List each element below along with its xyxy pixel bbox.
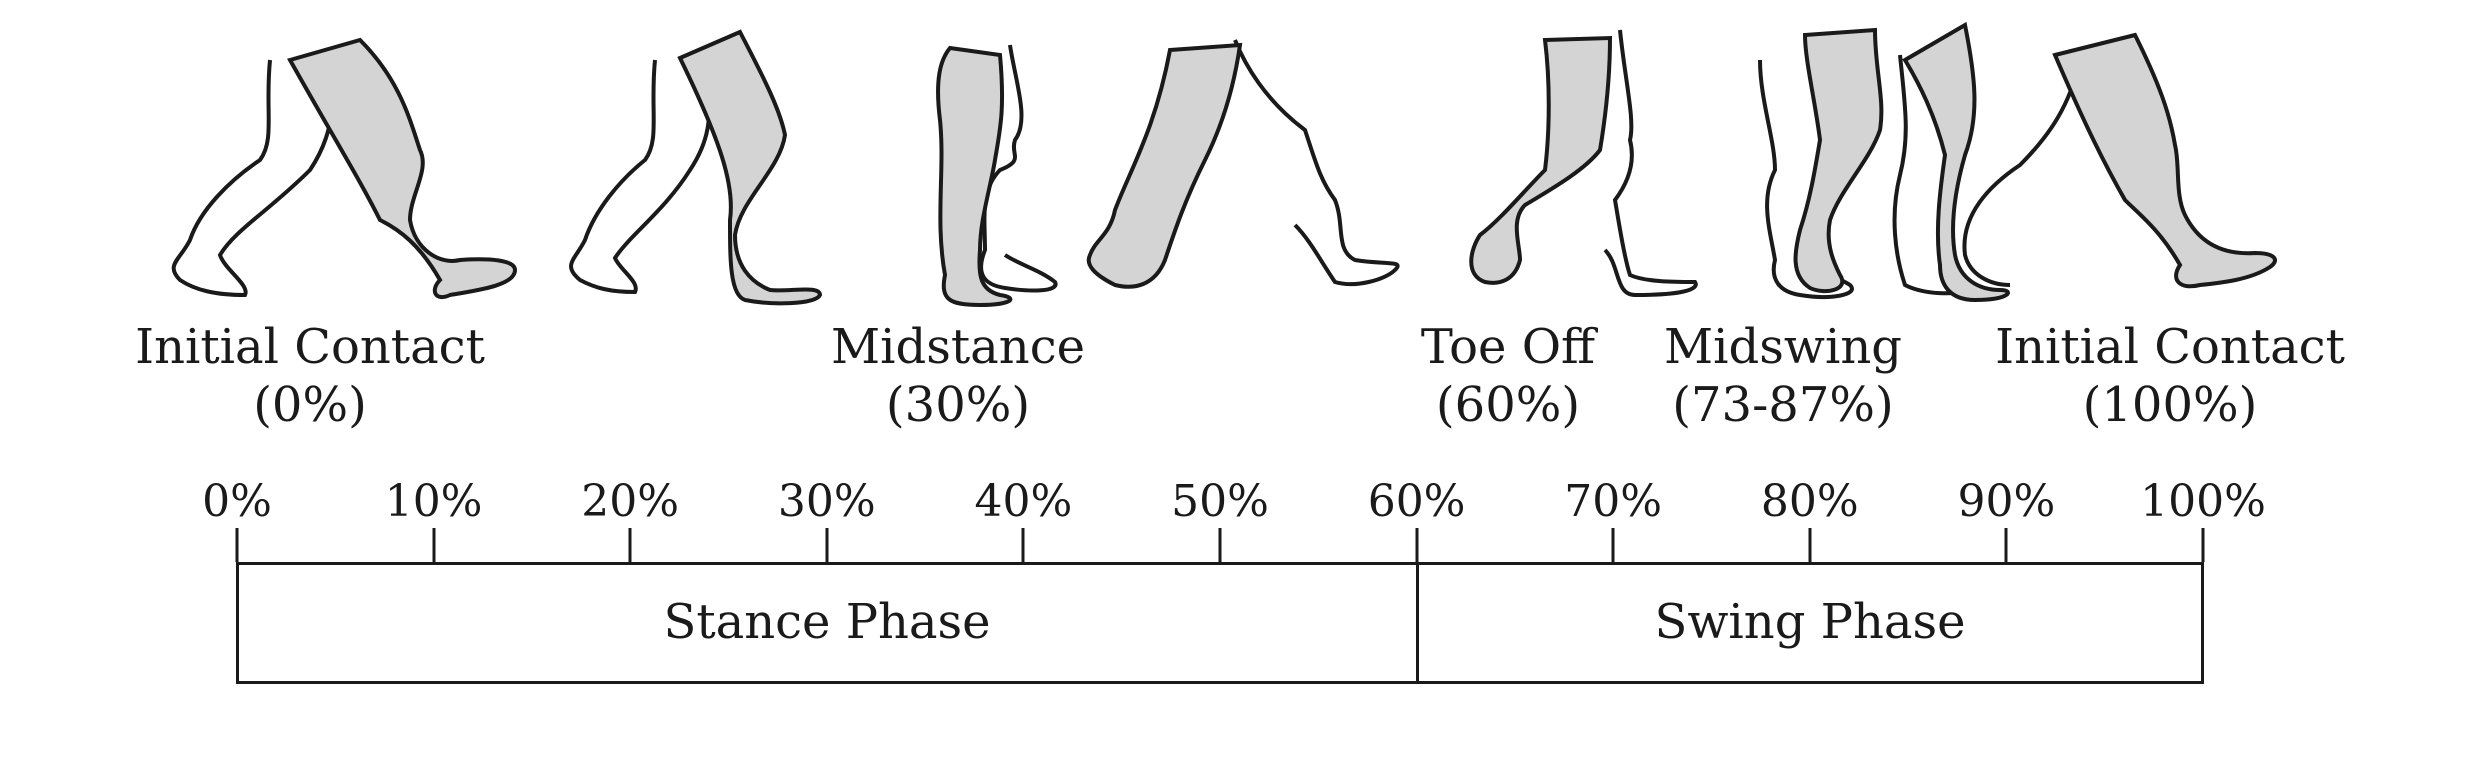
phase-name: Initial Contact <box>135 319 485 375</box>
tick-label: 80% <box>1760 476 1859 527</box>
tick-label: 50% <box>1171 476 1269 527</box>
phase-value: (0%) <box>253 377 367 433</box>
swing-phase-label: Swing Phase <box>1654 594 1966 650</box>
phase-name: Toe Off <box>1420 319 1596 375</box>
phase-name: Midstance <box>831 319 1085 375</box>
bar-left-edge <box>236 562 239 684</box>
bar-top-line <box>236 562 2204 565</box>
leg-pair-icon <box>1758 27 1884 299</box>
tick-label: 40% <box>974 476 1073 527</box>
tick-mark <box>432 528 436 562</box>
tick-mark <box>825 528 829 562</box>
phase-value: (73-87%) <box>1672 377 1894 433</box>
tick-label: 0% <box>202 476 272 527</box>
tick-mark <box>1808 528 1812 562</box>
tick-label: 30% <box>777 476 876 527</box>
phase-name: Midswing <box>1664 319 1902 375</box>
tick-mark <box>2201 528 2205 562</box>
tick-mark <box>1415 528 1419 562</box>
tick-mark <box>235 528 239 562</box>
phase-label-midswing: Midswing (73-87%) <box>1664 318 1902 434</box>
leg-pair-icon <box>1086 39 1400 289</box>
leg-pair-icon <box>1892 21 2277 303</box>
leg-pair-icon <box>171 37 518 300</box>
phase-label-toe-off: Toe Off (60%) <box>1421 318 1595 434</box>
phase-value: (60%) <box>1435 377 1581 433</box>
tick-label: 60% <box>1367 476 1466 527</box>
phase-value: (30%) <box>885 377 1031 433</box>
tick-label: 20% <box>581 476 680 527</box>
phase-value: (100%) <box>2082 377 2258 433</box>
phase-label-initial-contact-end: Initial Contact (100%) <box>1995 318 2345 434</box>
tick-label: 90% <box>1957 476 2056 527</box>
tick-label: 100% <box>2140 476 2266 527</box>
bar-divider <box>1416 562 1419 684</box>
phase-name: Initial Contact <box>1995 319 2345 375</box>
bar-bottom-line <box>236 681 2204 684</box>
leg-pair-icon <box>569 29 823 306</box>
tick-mark <box>628 528 632 562</box>
tick-mark <box>1021 528 1025 562</box>
phase-label-initial-contact: Initial Contact (0%) <box>135 318 485 434</box>
tick-mark <box>1611 528 1615 562</box>
leg-pair-icon <box>1469 29 1698 298</box>
tick-mark <box>1218 528 1222 562</box>
tick-label: 70% <box>1564 476 1663 527</box>
phase-label-midstance: Midstance (30%) <box>831 318 1085 434</box>
leg-illustrations <box>171 21 2277 308</box>
tick-mark <box>2004 528 2008 562</box>
bar-right-edge <box>2201 562 2204 684</box>
tick-label: 10% <box>384 476 483 527</box>
stance-phase-label: Stance Phase <box>663 594 991 650</box>
leg-pair-icon <box>936 44 1058 308</box>
